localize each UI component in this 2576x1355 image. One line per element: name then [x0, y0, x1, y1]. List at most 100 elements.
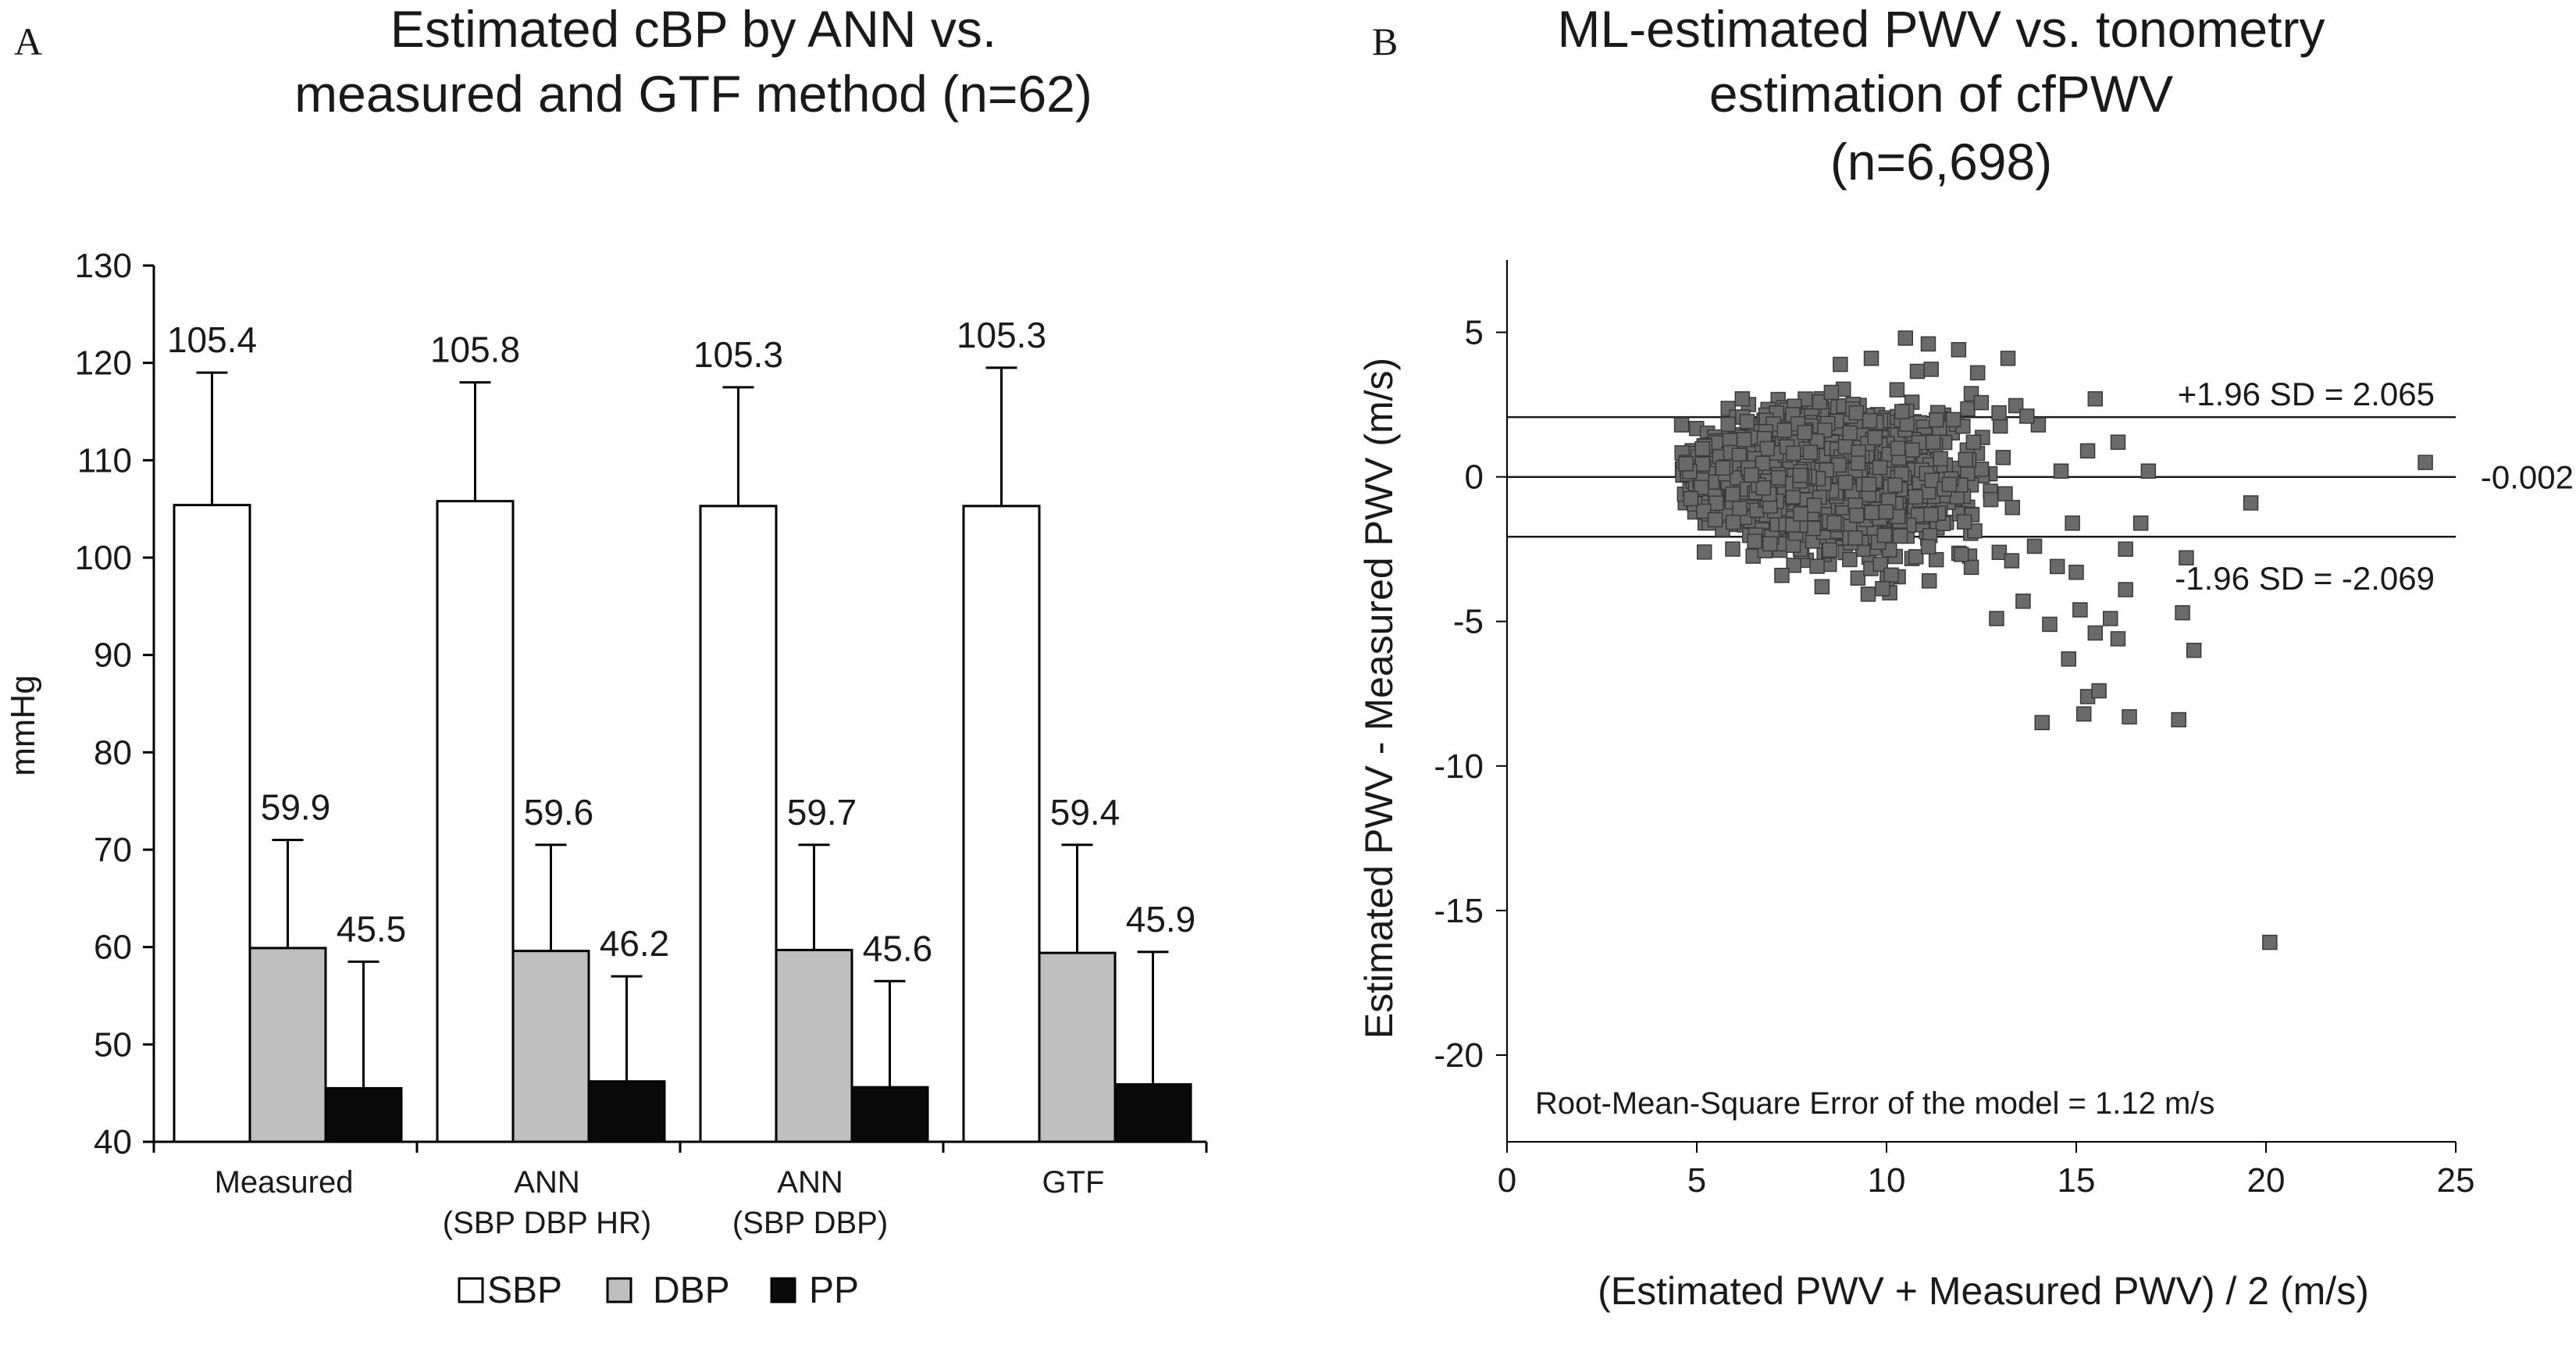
scatter-point	[1809, 558, 1825, 574]
scatter-point	[1963, 559, 1979, 576]
panel-b-title-line-1: ML-estimated PWV vs. tonometry	[1558, 0, 2325, 58]
y-tick-label-130: 130	[75, 247, 132, 285]
scatter-point	[1892, 528, 1908, 544]
y-tick-label-90: 90	[94, 636, 132, 675]
legend-swatch-dbp	[606, 1277, 632, 1303]
panel-a-category-labels: Measured ANN (SBP DBP HR) ANN (SBP DBP) GTF	[215, 1165, 1105, 1240]
reference-line-label-2: -1.96 SD = -2.069	[2175, 560, 2435, 597]
y-tick-label-0: 0	[1465, 458, 1484, 497]
scatter-point	[1920, 539, 1936, 554]
panel-b-x-axis-label: (Estimated PWV + Measured PWV) / 2 (m/s)	[1598, 1269, 2369, 1313]
y-tick-label--5: -5	[1453, 603, 1484, 641]
scatter-point	[2175, 604, 2190, 621]
scatter-point	[1863, 351, 1879, 366]
x-tick-label-5: 5	[1687, 1161, 1706, 1200]
y-tick-label-40: 40	[94, 1123, 132, 1161]
scatter-point	[2072, 602, 2088, 618]
scatter-point	[2015, 594, 2031, 609]
scatter-point	[1923, 362, 1939, 377]
scatter-point	[1941, 476, 1958, 493]
scatter-point	[1989, 611, 2004, 626]
scatter-point	[1969, 365, 1986, 381]
panel-b-y-axis-label: Estimated PWV - Measured PWV (m/s)	[1357, 358, 1401, 1039]
scatter-point	[1983, 491, 1999, 508]
y-tick-label-100: 100	[75, 539, 132, 577]
scatter-point	[1806, 497, 1822, 513]
x-tick-label-20: 20	[2247, 1161, 2286, 1200]
scatter-point	[1708, 495, 1724, 512]
scatter-point	[2140, 463, 2157, 479]
panel-b-axes: 0 5 10 15 20 25 5 0 -5 -10 -15 -20	[1434, 260, 2474, 1200]
scatter-point	[1805, 520, 1822, 537]
bar-sbp-3	[962, 505, 1041, 1143]
scatter-point	[1736, 432, 1752, 448]
scatter-point	[2049, 558, 2065, 575]
scatter-point	[2171, 711, 2186, 728]
scatter-point	[1762, 536, 1778, 552]
bar-pp-0	[324, 1086, 403, 1143]
scatter-point	[1793, 506, 1808, 522]
scatter-point	[1860, 587, 1876, 602]
scatter-point	[1837, 439, 1854, 455]
scatter-point	[1850, 570, 1866, 586]
scatter-point	[1776, 423, 1793, 438]
scatter-point	[1823, 384, 1840, 401]
y-tick-label-70: 70	[94, 831, 132, 869]
bar-dbp-1	[511, 950, 590, 1143]
scatter-point	[1786, 445, 1801, 462]
scatter-point	[1960, 401, 1976, 417]
panel-a-legend: SBP DBP PP	[458, 1270, 859, 1311]
y-tick-label-60: 60	[94, 929, 132, 967]
scatter-point	[1890, 440, 1906, 456]
scatter-point	[1725, 541, 1740, 557]
scatter-point	[2186, 642, 2202, 658]
data-label-dbp-2: 59.7	[787, 792, 857, 833]
bar-dbp-0	[248, 947, 327, 1143]
panel-a-bars: 105.4 59.9 45.5 105.8 59.6 46.2 105.3 59.7 45.6 1…	[167, 315, 1195, 1143]
scatter-point	[1694, 440, 1711, 457]
scatter-point	[2110, 631, 2126, 647]
scatter-point	[1673, 417, 1690, 433]
bar-sbp-0	[173, 504, 251, 1143]
panel-a-letter: A	[14, 20, 42, 63]
scatter-point	[2243, 495, 2259, 511]
scatter-point	[1847, 530, 1863, 546]
scatter-point	[2091, 683, 2107, 699]
scatter-point	[1720, 416, 1736, 433]
scatter-point	[1929, 412, 1944, 428]
scatter-point	[1797, 424, 1812, 440]
scatter-point	[2179, 550, 2194, 566]
scatter-point	[1696, 503, 1712, 519]
scatter-point	[2061, 651, 2077, 667]
scatter-point	[1725, 486, 1740, 502]
scatter-point	[2087, 625, 2104, 641]
scatter-point	[2132, 515, 2149, 531]
scatter-point	[1715, 460, 1731, 476]
x-tick-label-0: 0	[1498, 1161, 1516, 1200]
scatter-point	[1991, 544, 2008, 561]
scatter-point	[2053, 463, 2069, 479]
scatter-point	[1837, 475, 1854, 490]
scatter-point	[1897, 330, 1914, 346]
data-label-pp-1: 46.2	[600, 923, 670, 964]
scatter-point	[1965, 434, 1982, 451]
scatter-point	[1707, 512, 1723, 528]
scatter-point	[1920, 336, 1936, 352]
scatter-point	[1958, 451, 1974, 468]
category-label-2-0: ANN	[777, 1165, 843, 1200]
y-tick-label-110: 110	[77, 441, 132, 480]
scatter-point	[1995, 450, 2011, 465]
scatter-point	[1802, 444, 1819, 460]
scatter-point	[2026, 538, 2043, 554]
bar-pp-1	[587, 1080, 666, 1143]
scatter-point	[1774, 568, 1790, 583]
scatter-point	[1925, 434, 1941, 450]
y-tick-label-120: 120	[75, 344, 132, 383]
panel-b-rmse-annotation: Root-Mean-Square Error of the model = 1.…	[1535, 1086, 2214, 1121]
scatter-point	[2042, 616, 2058, 633]
y-tick-label-5: 5	[1465, 314, 1484, 352]
data-label-dbp-3: 59.4	[1050, 792, 1121, 833]
scatter-point	[1875, 580, 1890, 597]
scatter-point	[2122, 709, 2137, 725]
scatter-point	[1862, 412, 1878, 429]
